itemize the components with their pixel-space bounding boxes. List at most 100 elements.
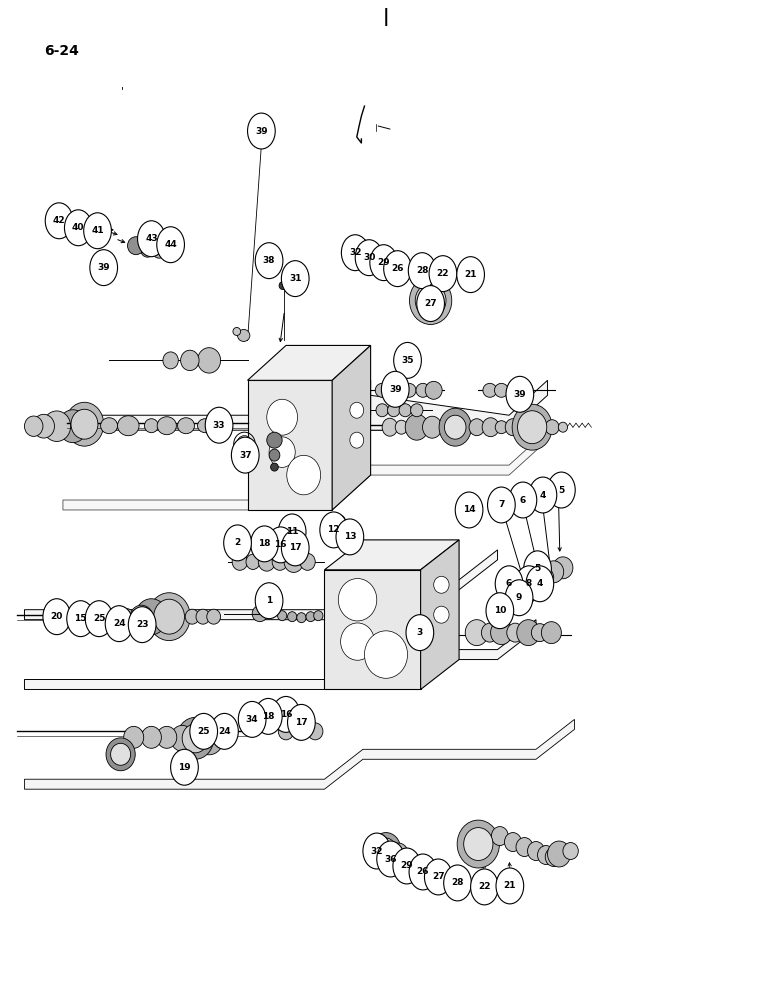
Circle shape: [224, 525, 252, 561]
Ellipse shape: [267, 399, 297, 435]
Text: 4: 4: [540, 491, 546, 500]
Ellipse shape: [163, 352, 178, 369]
Ellipse shape: [117, 416, 139, 436]
Ellipse shape: [445, 415, 466, 439]
Text: 31: 31: [289, 274, 302, 283]
Ellipse shape: [157, 726, 177, 748]
Ellipse shape: [104, 609, 121, 627]
Ellipse shape: [434, 606, 449, 623]
Ellipse shape: [141, 726, 161, 748]
Ellipse shape: [259, 553, 276, 571]
Ellipse shape: [531, 624, 548, 642]
Ellipse shape: [141, 242, 154, 257]
Circle shape: [381, 371, 409, 407]
Ellipse shape: [246, 554, 260, 569]
Ellipse shape: [215, 420, 226, 432]
Ellipse shape: [402, 383, 416, 397]
Ellipse shape: [434, 576, 449, 593]
Ellipse shape: [43, 411, 70, 441]
Circle shape: [287, 704, 315, 740]
Ellipse shape: [330, 514, 346, 531]
Ellipse shape: [154, 599, 185, 634]
Circle shape: [471, 869, 498, 905]
Ellipse shape: [491, 621, 512, 645]
Ellipse shape: [516, 620, 540, 646]
Text: 22: 22: [437, 269, 449, 278]
Ellipse shape: [395, 420, 408, 434]
Ellipse shape: [124, 726, 144, 748]
Ellipse shape: [279, 723, 293, 740]
Text: 16: 16: [279, 710, 293, 719]
Circle shape: [273, 696, 300, 732]
Circle shape: [43, 599, 70, 635]
Ellipse shape: [286, 455, 320, 495]
Text: 24: 24: [113, 619, 125, 628]
Ellipse shape: [195, 722, 224, 755]
Ellipse shape: [118, 609, 135, 627]
Ellipse shape: [543, 561, 564, 583]
Circle shape: [256, 243, 283, 279]
Ellipse shape: [71, 409, 98, 439]
Ellipse shape: [148, 593, 190, 641]
Ellipse shape: [130, 605, 153, 630]
Text: 38: 38: [262, 256, 276, 265]
Circle shape: [429, 256, 457, 292]
Text: 13: 13: [344, 532, 356, 541]
Text: 17: 17: [295, 718, 308, 727]
Text: 27: 27: [432, 872, 445, 881]
Circle shape: [171, 749, 198, 785]
Ellipse shape: [425, 381, 442, 399]
Ellipse shape: [171, 725, 194, 751]
Text: 12: 12: [327, 525, 340, 534]
Circle shape: [190, 713, 218, 749]
Ellipse shape: [106, 738, 135, 771]
Ellipse shape: [517, 411, 547, 444]
Ellipse shape: [388, 383, 402, 397]
Ellipse shape: [439, 408, 472, 446]
Polygon shape: [248, 345, 371, 380]
Text: 16: 16: [274, 540, 287, 549]
Ellipse shape: [144, 419, 158, 433]
Text: 37: 37: [239, 451, 252, 460]
Circle shape: [425, 859, 452, 895]
Ellipse shape: [415, 284, 446, 318]
Text: 22: 22: [478, 882, 491, 891]
Ellipse shape: [284, 551, 303, 572]
Polygon shape: [63, 380, 371, 430]
Circle shape: [488, 487, 515, 523]
Ellipse shape: [507, 383, 521, 397]
Circle shape: [255, 698, 282, 734]
Circle shape: [394, 342, 422, 378]
Ellipse shape: [238, 329, 250, 341]
Text: 32: 32: [371, 847, 383, 856]
Circle shape: [281, 261, 309, 297]
Text: 30: 30: [363, 253, 375, 262]
Ellipse shape: [100, 418, 117, 434]
Ellipse shape: [135, 599, 168, 635]
Ellipse shape: [278, 611, 286, 621]
Circle shape: [515, 566, 543, 602]
Ellipse shape: [492, 827, 508, 846]
Circle shape: [157, 227, 185, 263]
Text: 26: 26: [391, 264, 404, 273]
Ellipse shape: [59, 410, 87, 443]
Text: 15: 15: [74, 614, 87, 623]
Text: 6: 6: [506, 579, 512, 588]
Circle shape: [409, 854, 437, 890]
Ellipse shape: [506, 623, 523, 642]
Text: 44: 44: [164, 240, 177, 249]
Circle shape: [495, 566, 523, 602]
Circle shape: [384, 251, 411, 287]
Text: 42: 42: [52, 216, 66, 225]
Ellipse shape: [33, 414, 55, 438]
Text: 6-24: 6-24: [44, 44, 79, 58]
Text: 25: 25: [93, 614, 105, 623]
Ellipse shape: [269, 449, 279, 461]
Ellipse shape: [181, 350, 199, 371]
Text: 18: 18: [262, 712, 275, 721]
Ellipse shape: [483, 383, 496, 397]
Polygon shape: [25, 719, 574, 789]
Ellipse shape: [516, 381, 533, 399]
Ellipse shape: [252, 606, 268, 622]
Circle shape: [90, 250, 117, 286]
